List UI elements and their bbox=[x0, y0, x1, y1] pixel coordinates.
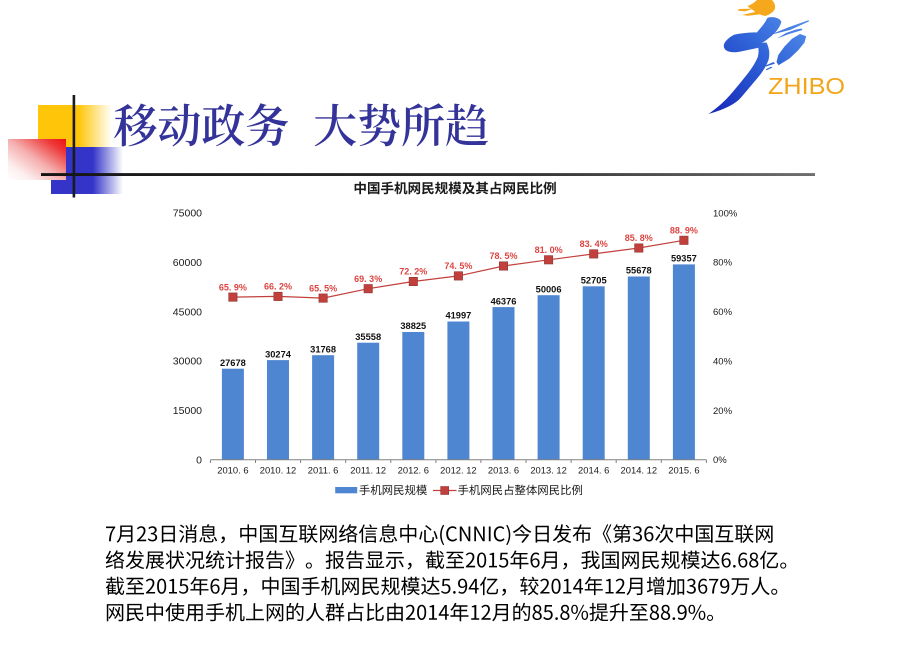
svg-text:80%: 80% bbox=[713, 258, 733, 269]
svg-text:30000: 30000 bbox=[173, 356, 202, 368]
svg-text:ZHIBO: ZHIBO bbox=[768, 73, 845, 99]
svg-text:2011. 6: 2011. 6 bbox=[308, 465, 339, 476]
svg-text:60000: 60000 bbox=[173, 257, 202, 269]
svg-text:65. 9%: 65. 9% bbox=[219, 282, 247, 292]
svg-text:2014. 6: 2014. 6 bbox=[578, 465, 609, 476]
svg-text:85. 8%: 85. 8% bbox=[625, 233, 653, 243]
svg-text:81. 0%: 81. 0% bbox=[535, 245, 563, 255]
svg-text:55678: 55678 bbox=[626, 266, 652, 276]
svg-text:74. 5%: 74. 5% bbox=[444, 261, 472, 271]
svg-text:2014. 12: 2014. 12 bbox=[621, 465, 658, 476]
svg-text:0%: 0% bbox=[713, 455, 727, 466]
svg-text:0: 0 bbox=[196, 455, 202, 467]
svg-text:2012. 6: 2012. 6 bbox=[398, 465, 429, 476]
svg-text:27678: 27678 bbox=[220, 358, 246, 368]
svg-text:78. 5%: 78. 5% bbox=[489, 251, 517, 261]
svg-text:31768: 31768 bbox=[310, 344, 336, 354]
svg-text:2015. 6: 2015. 6 bbox=[668, 465, 699, 476]
svg-text:2010. 6: 2010. 6 bbox=[217, 465, 248, 476]
svg-text:100%: 100% bbox=[713, 208, 738, 219]
svg-text:60%: 60% bbox=[713, 307, 733, 318]
svg-text:2012. 12: 2012. 12 bbox=[440, 465, 477, 476]
svg-text:88. 9%: 88. 9% bbox=[670, 226, 698, 236]
svg-text:66. 2%: 66. 2% bbox=[264, 282, 292, 292]
svg-text:40%: 40% bbox=[713, 356, 733, 367]
svg-text:45000: 45000 bbox=[173, 306, 202, 318]
svg-text:20%: 20% bbox=[713, 406, 733, 417]
svg-text:52705: 52705 bbox=[581, 276, 607, 286]
svg-text:59357: 59357 bbox=[671, 254, 697, 264]
svg-text:38825: 38825 bbox=[400, 321, 426, 331]
svg-text:2013. 12: 2013. 12 bbox=[530, 465, 567, 476]
svg-text:69. 3%: 69. 3% bbox=[354, 274, 382, 284]
svg-text:83. 4%: 83. 4% bbox=[580, 239, 608, 249]
svg-text:35558: 35558 bbox=[355, 332, 381, 342]
svg-text:65. 5%: 65. 5% bbox=[309, 283, 337, 293]
svg-text:50006: 50006 bbox=[536, 284, 562, 294]
svg-text:2011. 12: 2011. 12 bbox=[350, 465, 386, 476]
svg-text:15000: 15000 bbox=[173, 405, 202, 417]
svg-text:2010. 12: 2010. 12 bbox=[260, 465, 297, 476]
svg-text:41997: 41997 bbox=[445, 311, 471, 321]
svg-text:72. 2%: 72. 2% bbox=[399, 267, 427, 277]
svg-text:75000: 75000 bbox=[173, 208, 202, 220]
svg-text:46376: 46376 bbox=[491, 296, 517, 306]
svg-text:2013. 6: 2013. 6 bbox=[488, 465, 519, 476]
svg-text:30274: 30274 bbox=[265, 349, 292, 359]
